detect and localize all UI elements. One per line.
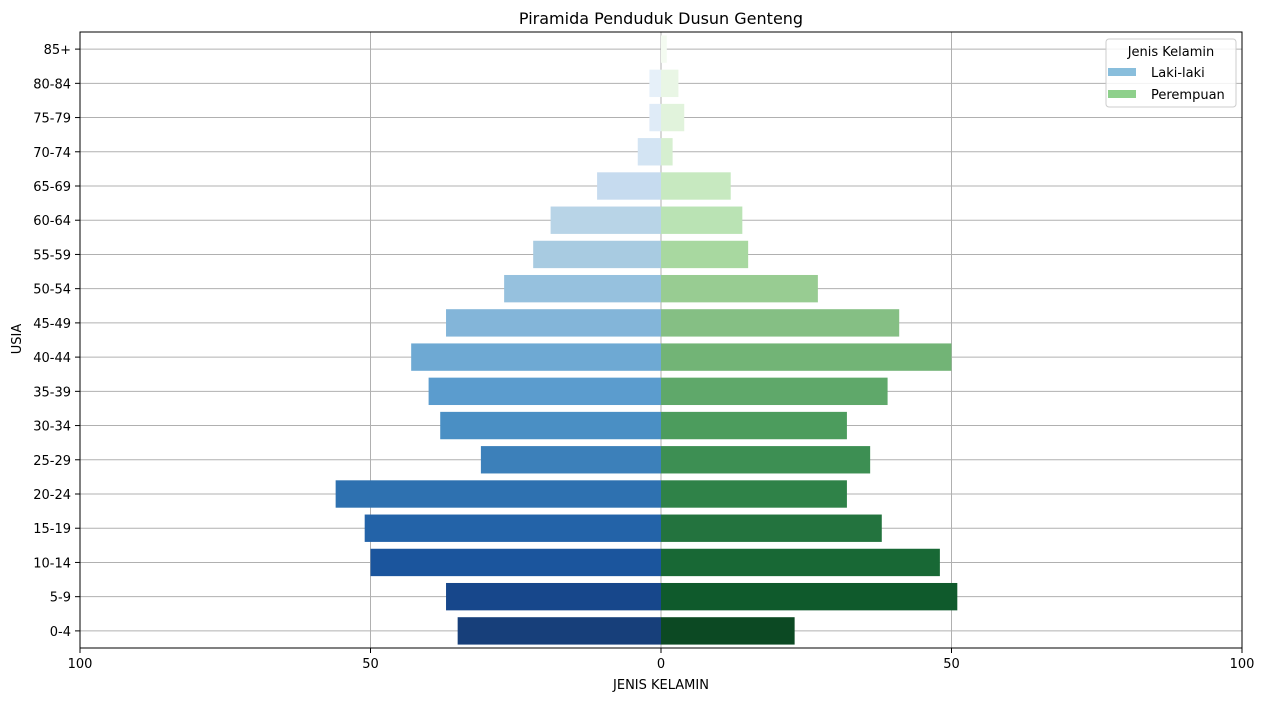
bar-laki-laki-45-49 <box>446 309 661 337</box>
y-tick-label: 50-54 <box>33 283 71 298</box>
y-tick-label: 25-29 <box>33 454 71 469</box>
y-tick-label: 65-69 <box>33 180 71 195</box>
bar-perempuan-0-4 <box>661 617 795 645</box>
bar-laki-laki-70-74 <box>637 138 661 166</box>
bar-laki-laki-35-39 <box>428 377 661 406</box>
x-tick-label: 100 <box>1230 657 1255 672</box>
legend: Jenis Kelamin Laki-laki Perempuan <box>1105 38 1237 108</box>
bar-perempuan-45-49 <box>661 309 900 337</box>
legend-swatch-0 <box>1108 68 1136 76</box>
bar-laki-laki-80-84 <box>649 69 661 98</box>
y-tick-label: 85+ <box>44 43 71 58</box>
y-tick-label: 15-19 <box>33 522 71 537</box>
y-tick-label: 70-74 <box>33 146 71 161</box>
bar-laki-laki-30-34 <box>440 411 661 440</box>
y-tick-label: 20-24 <box>33 488 71 503</box>
bar-laki-laki-5-9 <box>446 582 661 611</box>
bar-laki-laki-25-29 <box>480 446 661 474</box>
bar-perempuan-5-9 <box>661 582 958 611</box>
y-tick-label: 80-84 <box>33 77 71 92</box>
y-tick-label: 60-64 <box>33 214 71 229</box>
bar-laki-laki-50-54 <box>504 274 661 303</box>
bar-perempuan-35-39 <box>661 377 888 406</box>
y-tick-label: 0-4 <box>50 625 71 640</box>
bar-perempuan-20-24 <box>661 480 847 508</box>
bar-perempuan-65-69 <box>661 172 731 200</box>
bar-perempuan-55-59 <box>661 240 749 269</box>
bar-perempuan-75-79 <box>661 103 685 132</box>
bar-perempuan-15-19 <box>661 514 882 542</box>
bar-perempuan-60-64 <box>661 206 743 234</box>
x-tick-label: 50 <box>362 657 379 672</box>
bar-perempuan-40-44 <box>661 343 952 371</box>
chart-title: Piramida Penduduk Dusun Genteng <box>519 9 803 28</box>
x-tick-label: 0 <box>657 657 665 672</box>
bar-laki-laki-20-24 <box>335 480 661 508</box>
x-tick-label: 100 <box>68 657 93 672</box>
bar-laki-laki-60-64 <box>550 206 661 234</box>
legend-swatch-1 <box>1108 90 1136 98</box>
bar-perempuan-30-34 <box>661 411 847 440</box>
bar-laki-laki-75-79 <box>649 103 661 132</box>
bar-perempuan-70-74 <box>661 138 673 166</box>
legend-box <box>1105 38 1237 108</box>
y-tick-label: 10-14 <box>33 556 71 571</box>
bar-laki-laki-15-19 <box>364 514 661 542</box>
bar-laki-laki-65-69 <box>597 172 661 200</box>
bar-laki-laki-40-44 <box>411 343 661 371</box>
legend-label: Perempuan <box>1151 88 1225 103</box>
bars <box>335 35 958 645</box>
legend-title: Jenis Kelamin <box>1127 45 1215 60</box>
x-axis-title: JENIS KELAMIN <box>612 678 709 693</box>
y-tick-label: 40-44 <box>33 351 71 366</box>
bar-perempuan-80-84 <box>661 69 679 98</box>
legend-label: Laki-laki <box>1151 66 1205 81</box>
y-tick-label: 75-79 <box>33 112 71 127</box>
y-tick-label: 55-59 <box>33 248 71 263</box>
bar-laki-laki-0-4 <box>457 617 661 645</box>
y-tick-label: 45-49 <box>33 317 71 332</box>
bar-laki-laki-10-14 <box>370 548 661 577</box>
y-tick-label: 30-34 <box>33 420 71 435</box>
axes: 100 50 0 50 100 85+ 80-84 75-79 70-74 65-69 60-64 5… <box>33 31 1255 672</box>
bar-perempuan-85+ <box>661 35 667 63</box>
x-tick-label: 50 <box>943 657 960 672</box>
bar-perempuan-10-14 <box>661 548 940 577</box>
y-axis-title: USIA <box>10 324 25 355</box>
bar-perempuan-25-29 <box>661 446 871 474</box>
bar-perempuan-50-54 <box>661 274 818 303</box>
y-tick-label: 5-9 <box>50 591 71 606</box>
bar-laki-laki-55-59 <box>533 240 661 269</box>
y-tick-label: 35-39 <box>33 385 71 400</box>
